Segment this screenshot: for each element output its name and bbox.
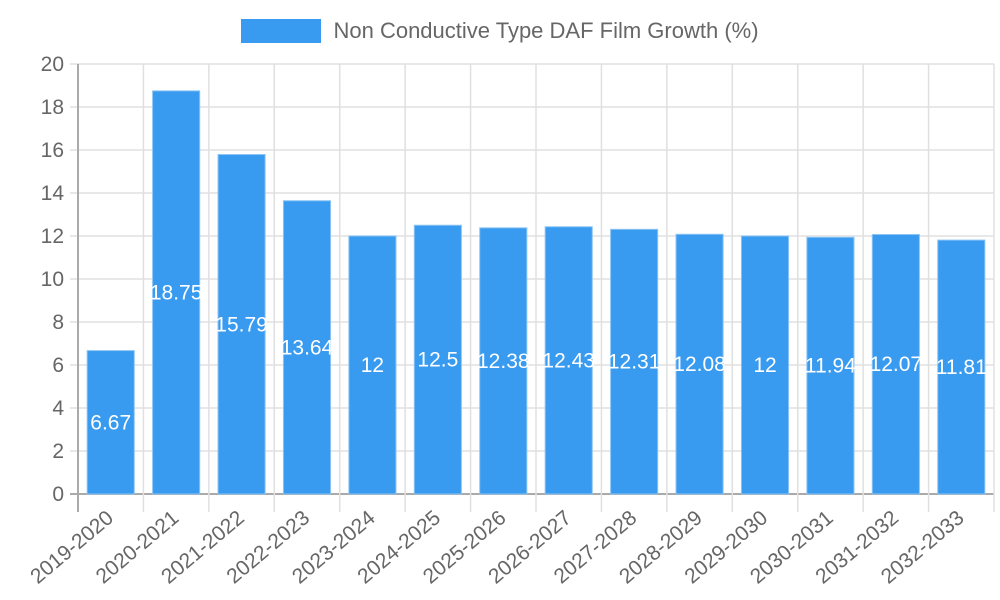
y-tick-label: 16 [41,139,64,162]
bar[interactable] [937,239,986,495]
bar-value-label: 12.08 [673,353,726,376]
y-tick-label: 8 [52,311,64,334]
bar[interactable] [675,233,724,495]
bar[interactable] [413,224,462,495]
bar[interactable] [610,228,659,495]
y-tick-label: 10 [41,268,64,291]
y-tick-label: 18 [41,96,64,119]
bar-value-label: 12.31 [608,351,661,374]
bar[interactable] [544,226,593,495]
bar-value-label: 6.67 [90,411,131,434]
bar-value-label: 12.43 [542,349,595,372]
bar[interactable] [871,233,920,495]
y-tick-label: 0 [52,483,64,506]
bar[interactable] [282,200,332,495]
legend-swatch[interactable] [241,19,322,43]
bar-value-label: 13.64 [281,336,334,359]
bar-value-label: 18.75 [150,281,203,304]
y-tick-label: 20 [41,53,64,76]
bar-value-label: 12.5 [417,349,458,372]
chart-legend: Non Conductive Type DAF Film Growth (%) [0,18,1000,48]
bar[interactable] [217,154,266,495]
bar-value-label: 11.94 [805,355,856,378]
legend-label[interactable]: Non Conductive Type DAF Film Growth (%) [333,18,759,43]
y-tick-label: 14 [41,182,65,205]
y-tick-label: 6 [52,354,64,377]
bar-value-label: 12 [753,354,776,377]
y-tick-label: 4 [52,397,64,420]
y-tick-label: 2 [52,440,64,463]
bar-value-label: 11.81 [936,356,987,379]
bar-value-label: 15.79 [215,313,268,336]
bar-value-label: 12.38 [477,350,530,373]
bar[interactable] [152,90,201,495]
bar[interactable] [348,235,397,495]
bar-value-label: 12 [361,354,384,377]
bar-value-label: 12.07 [870,353,923,376]
y-tick-label: 12 [41,225,64,248]
bar[interactable] [86,350,135,495]
bar[interactable] [740,235,790,495]
bar[interactable] [806,236,855,495]
bar[interactable] [479,227,528,495]
